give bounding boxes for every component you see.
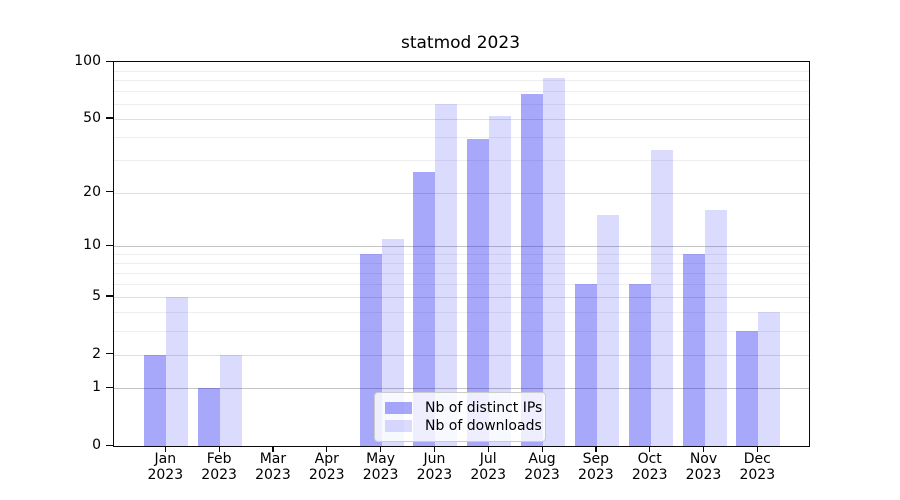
gridline-minor-40 [114,137,809,138]
y-tick-label-0: 0 [92,437,101,453]
y-tick-label-100: 100 [74,53,101,69]
gridline-decade-10 [114,246,809,248]
y-tick-mark-0 [106,444,113,446]
legend-label-downloads: Nb of downloads [425,417,542,434]
gridline-minor-9 [114,254,809,256]
x-tick-label-nov: Nov 2023 [685,451,722,483]
bar-downloads-jun [435,103,458,446]
bar-downloads-dec [758,312,781,446]
bar-downloads-oct [650,150,673,446]
legend-entry-downloads: Nb of downloads [383,417,542,434]
gridline-mid-50 [114,118,809,120]
legend: Nb of distinct IPs Nb of downloads [374,392,546,442]
bar-downloads-aug [543,78,566,446]
x-tick-mark-feb [218,446,220,452]
y-tick-mark-1 [106,386,113,388]
x-tick-label-oct: Oct 2023 [631,451,668,483]
chart-title: statmod 2023 [400,33,521,53]
y-tick-mark-5 [106,295,113,297]
y-tick-label-50: 50 [83,109,101,126]
x-tick-label-jul: Jul 2023 [470,451,507,483]
gridline-mid-5 [114,296,809,298]
bar-ips-dec [736,330,759,446]
y-tick-label-5: 5 [92,287,101,304]
gridline-minor-3 [114,330,809,332]
y-tick-mark-100 [106,60,113,62]
legend-entry-distinct-ips: Nb of distinct IPs [383,399,542,416]
x-tick-mark-oct [649,446,651,452]
bar-ips-jun [413,171,436,446]
gridline-minor-70 [114,91,809,93]
x-tick-mark-jul [487,446,489,452]
x-tick-label-sep: Sep 2023 [578,451,614,483]
gridline-minor-80 [114,80,809,82]
y-tick-mark-20 [106,191,113,193]
bar-ips-jan [144,354,167,446]
x-tick-mark-mar [272,446,274,452]
bar-ips-aug [521,93,544,446]
x-tick-mark-jun [433,446,436,452]
gridline-minor-6 [114,284,809,286]
x-tick-label-mar: Mar 2023 [255,451,291,483]
x-tick-mark-jan [164,446,166,452]
x-tick-label-feb: Feb 2023 [201,451,237,483]
y-tick-mark-50 [106,117,113,119]
gridline-mid-20 [114,192,809,194]
legend-label-distinct-ips: Nb of distinct IPs [425,399,543,416]
gridline-minor-30 [114,160,809,162]
gridline-minor-90 [114,70,809,72]
bar-downloads-jan [166,296,189,446]
bar-ips-feb [198,388,221,446]
x-tick-label-apr: Apr 2023 [308,451,345,483]
gridline-minor-4 [114,312,809,314]
bar-downloads-feb [220,354,243,446]
bar-ips-nov [682,254,705,446]
bar-ips-oct [628,284,651,446]
y-tick-mark-2 [106,353,113,355]
plot-area: Nb of distinct IPs Nb of downloads [113,61,810,447]
x-tick-mark-dec [756,446,758,452]
x-tick-mark-apr [326,446,328,452]
gridline-minor-60 [114,103,809,105]
x-tick-label-may: May 2023 [362,451,399,483]
x-tick-label-jun: Jun 2023 [416,451,453,483]
y-tick-label-1: 1 [92,379,101,396]
y-tick-label-2: 2 [92,345,101,362]
y-tick-mark-10 [106,244,113,247]
gridline-decade-1 [114,388,809,390]
y-tick-label-10: 10 [83,237,101,254]
x-tick-label-aug: Aug 2023 [524,451,560,483]
bar-downloads-nov [704,210,727,446]
legend-swatch-distinct-ips [385,401,412,414]
bar-ips-jul [467,139,490,446]
bar-downloads-jul [489,115,512,446]
x-tick-label-jan: Jan 2023 [147,451,184,483]
gridline-minor-7 [114,272,809,274]
gridline-minor-8 [114,263,809,265]
legend-swatch-downloads [385,419,412,432]
x-tick-mark-may [380,446,382,452]
x-tick-mark-nov [703,446,705,452]
x-tick-label-dec: Dec 2023 [739,451,776,483]
bar-downloads-sep [596,215,619,446]
x-tick-mark-sep [595,446,597,452]
x-tick-mark-aug [541,446,543,452]
y-tick-label-20: 20 [83,183,101,200]
gridline-mid-2 [114,354,809,356]
bar-ips-sep [574,284,597,446]
